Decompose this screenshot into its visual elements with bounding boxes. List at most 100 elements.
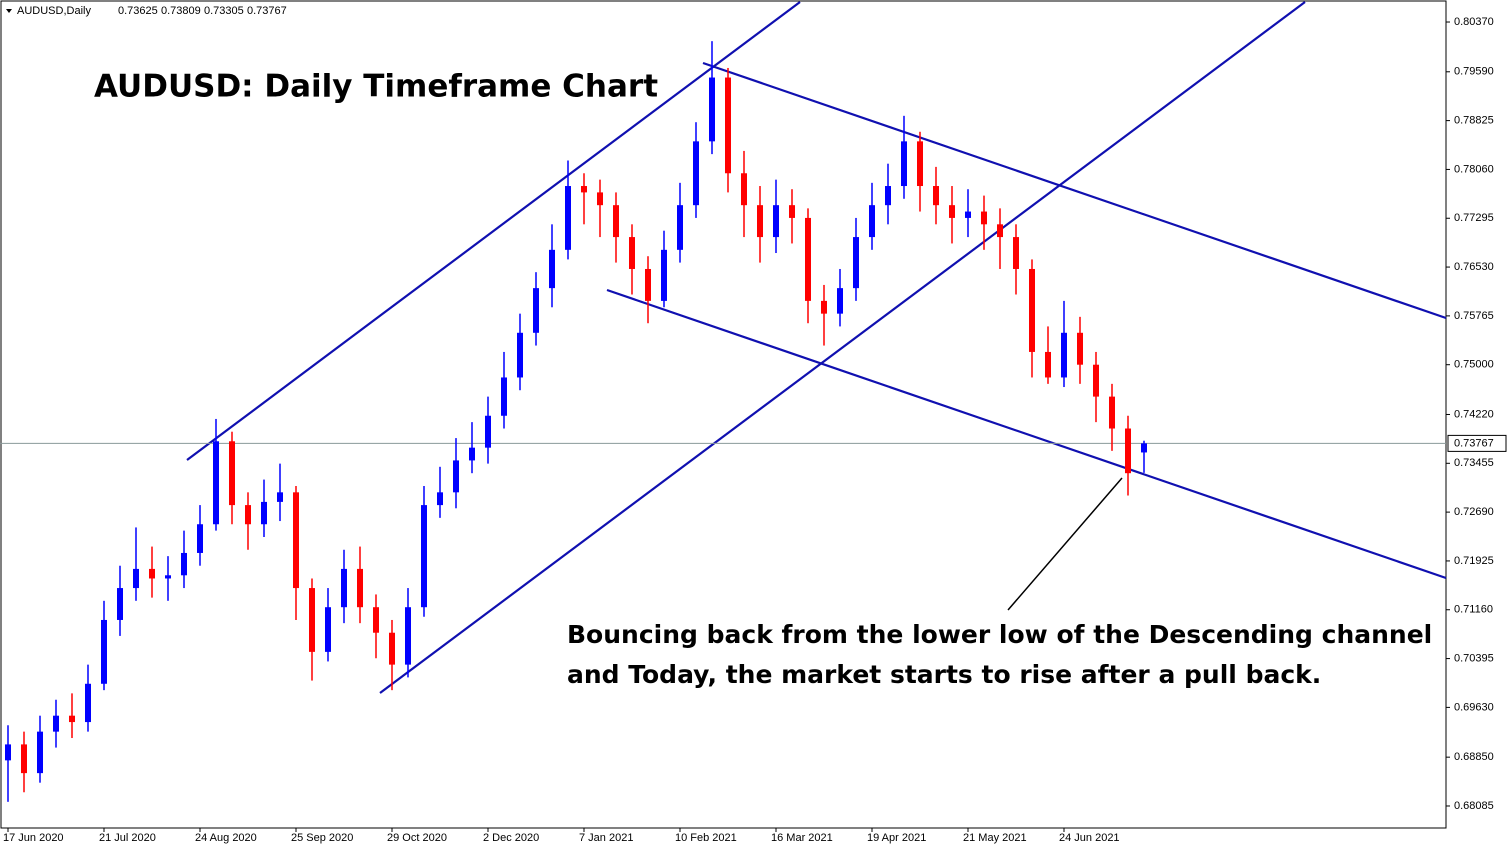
candle-body bbox=[581, 186, 587, 193]
candle-body bbox=[277, 492, 283, 502]
candle-body bbox=[373, 607, 379, 633]
y-tick-label: 0.80370 bbox=[1454, 16, 1494, 28]
candle-body bbox=[1093, 364, 1099, 397]
ohlc-high: 0.73809 bbox=[161, 5, 201, 17]
y-tick-label: 0.68085 bbox=[1454, 800, 1494, 812]
candle-body bbox=[501, 377, 507, 416]
candle-body bbox=[805, 217, 811, 301]
x-tick-label: 25 Sep 2020 bbox=[291, 832, 353, 844]
ohlc-close: 0.73767 bbox=[247, 5, 287, 17]
candle-body bbox=[997, 224, 1003, 238]
candle-body bbox=[53, 715, 59, 732]
candle-body bbox=[565, 186, 571, 250]
candle-body bbox=[965, 211, 971, 218]
annotation-pointer bbox=[1007, 477, 1123, 611]
x-tick-label: 29 Oct 2020 bbox=[387, 832, 447, 844]
candle-body bbox=[517, 332, 523, 378]
y-tick-label: 0.75000 bbox=[1454, 359, 1494, 371]
y-tick-label: 0.68850 bbox=[1454, 751, 1494, 763]
candle-body bbox=[981, 211, 987, 225]
y-tick-label: 0.77295 bbox=[1454, 212, 1494, 224]
y-tick-label: 0.71160 bbox=[1454, 604, 1493, 616]
candle-body bbox=[1141, 443, 1147, 453]
candle-body bbox=[229, 441, 235, 506]
candle-body bbox=[197, 524, 203, 553]
candle-body bbox=[469, 447, 475, 461]
candle-body bbox=[757, 205, 763, 238]
candle-body bbox=[245, 505, 251, 525]
candle-body bbox=[789, 205, 795, 218]
current-price-tag bbox=[1447, 434, 1507, 452]
candle-body bbox=[1125, 428, 1131, 474]
candle-body bbox=[725, 77, 731, 174]
candle-body bbox=[133, 568, 139, 589]
y-tick-label: 0.74220 bbox=[1454, 408, 1494, 420]
candle-body bbox=[293, 492, 299, 589]
candle-body bbox=[629, 237, 635, 269]
candle-body bbox=[405, 607, 411, 665]
y-tick-label: 0.70395 bbox=[1454, 652, 1494, 664]
candle-body bbox=[549, 249, 555, 289]
candle-body bbox=[149, 568, 155, 579]
current-price-label: 0.73767 bbox=[1454, 437, 1494, 449]
candle-body bbox=[309, 588, 315, 652]
dropdown-icon bbox=[6, 9, 12, 13]
x-tick-label: 21 May 2021 bbox=[963, 832, 1027, 844]
candle-body bbox=[85, 683, 91, 723]
y-tick-label: 0.72690 bbox=[1454, 506, 1494, 518]
candle-body bbox=[853, 237, 859, 289]
candle-body bbox=[773, 205, 779, 238]
y-tick-label: 0.75765 bbox=[1454, 310, 1494, 322]
candle-body bbox=[869, 205, 875, 238]
annotation-line: and Today, the market starts to rise aft… bbox=[567, 660, 1321, 689]
trend-line bbox=[379, 1, 1306, 694]
y-tick-label: 0.78825 bbox=[1454, 115, 1494, 127]
annotation-line: Bouncing back from the lower low of the … bbox=[567, 620, 1432, 649]
candle-body bbox=[949, 205, 955, 218]
candle-body bbox=[213, 441, 219, 525]
candle-body bbox=[677, 205, 683, 250]
trend-line bbox=[606, 288, 1447, 580]
y-tick-label: 0.76530 bbox=[1454, 261, 1494, 273]
x-tick-label: 21 Jul 2020 bbox=[99, 832, 156, 844]
x-tick-label: 24 Jun 2021 bbox=[1059, 832, 1120, 844]
trend-line bbox=[702, 61, 1447, 320]
candle-body bbox=[117, 588, 123, 620]
candle-body bbox=[837, 288, 843, 314]
candle-body bbox=[181, 552, 187, 576]
candle-body bbox=[1045, 351, 1051, 378]
candle-body bbox=[885, 186, 891, 206]
candle-body bbox=[709, 77, 715, 142]
candle-body bbox=[21, 744, 27, 774]
candle-body bbox=[1077, 332, 1083, 365]
candle-body bbox=[1013, 237, 1019, 269]
x-tick-label: 19 Apr 2021 bbox=[867, 832, 926, 844]
y-tick-label: 0.73455 bbox=[1454, 457, 1494, 469]
x-tick-label: 16 Mar 2021 bbox=[771, 832, 833, 844]
candle-body bbox=[741, 173, 747, 206]
y-tick-label: 0.78060 bbox=[1454, 163, 1494, 175]
candle-body bbox=[69, 715, 75, 723]
y-tick-label: 0.71925 bbox=[1454, 555, 1494, 567]
candle-body bbox=[693, 141, 699, 206]
candle-body bbox=[597, 192, 603, 206]
candle-body bbox=[933, 186, 939, 206]
candle-body bbox=[101, 619, 107, 684]
candle-body bbox=[533, 288, 539, 333]
y-tick-label: 0.79590 bbox=[1454, 66, 1494, 78]
candle-body bbox=[357, 568, 363, 608]
candle-body bbox=[1029, 268, 1035, 352]
candle-body bbox=[437, 492, 443, 506]
trend-lines bbox=[186, 1, 1447, 694]
y-tick-label: 0.69630 bbox=[1454, 701, 1494, 713]
candle-body bbox=[645, 268, 651, 301]
x-tick-label: 7 Jan 2021 bbox=[579, 832, 633, 844]
candle-body bbox=[821, 300, 827, 314]
trend-line bbox=[186, 1, 801, 461]
candle-body bbox=[485, 415, 491, 448]
candle-body bbox=[37, 731, 43, 774]
x-tick-label: 2 Dec 2020 bbox=[483, 832, 539, 844]
x-tick-label: 10 Feb 2021 bbox=[675, 832, 737, 844]
